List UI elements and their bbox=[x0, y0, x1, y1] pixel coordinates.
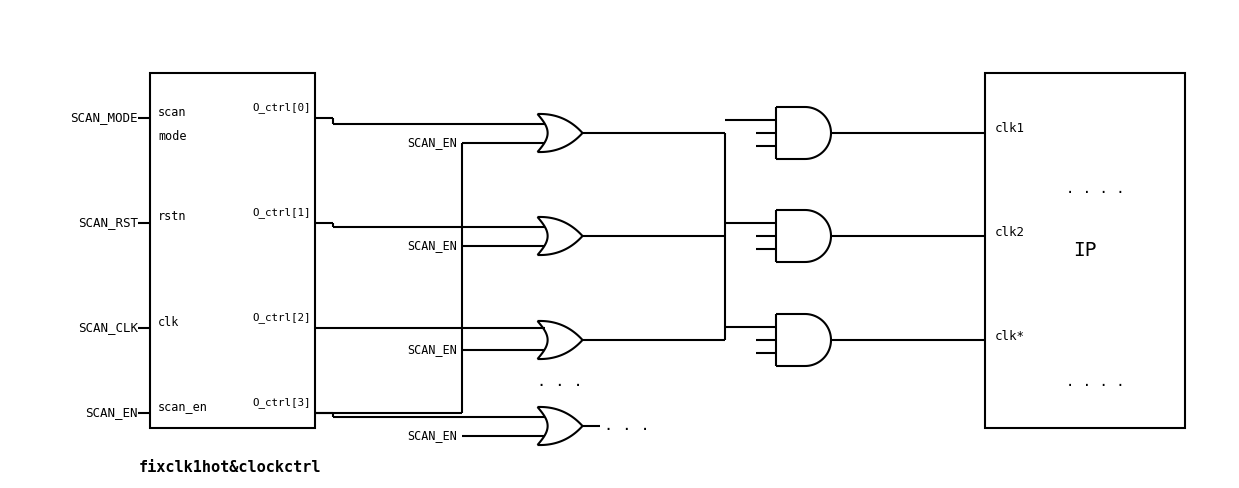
Text: O_ctrl[3]: O_ctrl[3] bbox=[253, 397, 311, 408]
Text: SCAN_EN: SCAN_EN bbox=[408, 239, 457, 252]
Text: . . . .: . . . . bbox=[1066, 375, 1124, 389]
Text: O_ctrl[1]: O_ctrl[1] bbox=[253, 207, 311, 218]
Text: . . .: . . . bbox=[605, 419, 650, 433]
Text: mode: mode bbox=[159, 129, 187, 142]
Text: . . . .: . . . . bbox=[1066, 183, 1124, 197]
Text: rstn: rstn bbox=[159, 210, 187, 224]
Text: SCAN_EN: SCAN_EN bbox=[408, 343, 457, 356]
Text: IP: IP bbox=[1073, 241, 1097, 260]
Text: clk1: clk1 bbox=[995, 122, 1025, 136]
Text: . . .: . . . bbox=[538, 374, 582, 389]
Text: fixclk1hot&clockctrl: fixclk1hot&clockctrl bbox=[139, 461, 321, 475]
Text: scan: scan bbox=[159, 105, 187, 119]
Text: SCAN_CLK: SCAN_CLK bbox=[78, 322, 138, 334]
Text: SCAN_EN: SCAN_EN bbox=[408, 136, 457, 149]
Text: SCAN_RST: SCAN_RST bbox=[78, 217, 138, 229]
Text: SCAN_EN: SCAN_EN bbox=[85, 407, 138, 420]
Text: scan_en: scan_en bbox=[159, 401, 208, 413]
Bar bbox=[150, 73, 315, 428]
Bar bbox=[985, 73, 1184, 428]
Text: clk*: clk* bbox=[995, 329, 1025, 343]
Text: SCAN_EN: SCAN_EN bbox=[408, 429, 457, 442]
Text: clk2: clk2 bbox=[995, 225, 1025, 239]
Text: O_ctrl[2]: O_ctrl[2] bbox=[253, 312, 311, 323]
Text: O_ctrl[0]: O_ctrl[0] bbox=[253, 102, 311, 113]
Text: clk: clk bbox=[159, 316, 180, 328]
Text: SCAN_MODE: SCAN_MODE bbox=[71, 111, 138, 124]
